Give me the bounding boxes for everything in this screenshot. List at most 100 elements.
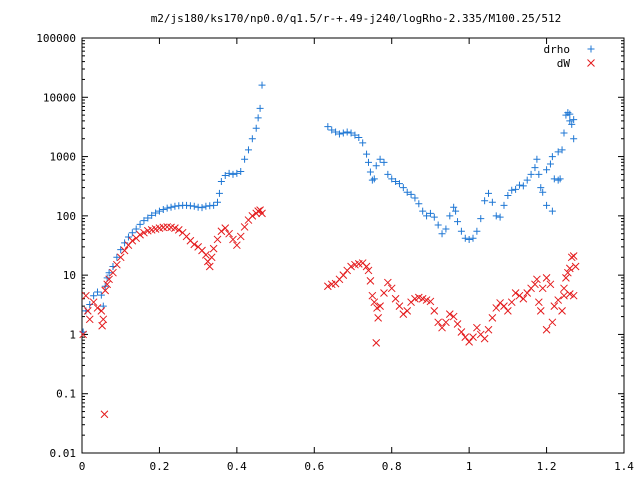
- dw-point: [98, 321, 106, 330]
- drho-point: [186, 202, 194, 210]
- drho-point: [351, 131, 359, 139]
- dw-point: [519, 294, 528, 303]
- dw-point: [562, 274, 570, 282]
- dw-point: [248, 212, 257, 220]
- plot-area: [81, 37, 625, 454]
- dw-point: [376, 302, 384, 310]
- dw-point: [105, 275, 113, 284]
- drho-point: [343, 128, 351, 136]
- drho-point: [496, 213, 504, 221]
- drho-point: [442, 225, 450, 233]
- dw-point: [339, 271, 348, 279]
- drho-point: [372, 162, 380, 170]
- dw-point: [85, 315, 94, 324]
- drho-point: [215, 189, 223, 197]
- drho-point: [128, 229, 136, 237]
- drho-point: [105, 269, 113, 277]
- drho-point: [198, 204, 206, 212]
- drho-point: [380, 158, 388, 166]
- drho-point: [543, 201, 551, 209]
- y-tick-label: 10: [63, 269, 76, 282]
- dw-point: [564, 268, 572, 277]
- dw-point: [554, 296, 563, 304]
- dw-point: [366, 277, 375, 285]
- y-tick-label: 100: [56, 210, 76, 223]
- dw-point: [254, 207, 263, 216]
- y-tick-label: 1000: [50, 151, 77, 164]
- dw-point: [364, 266, 373, 275]
- drho-point: [258, 81, 266, 89]
- drho-point: [488, 198, 496, 206]
- drho-point: [434, 221, 442, 229]
- drho-point: [328, 126, 336, 134]
- dw-point: [323, 282, 332, 291]
- drho-point: [508, 186, 516, 194]
- dw-point: [347, 262, 355, 271]
- dw-point: [534, 298, 543, 307]
- dw-point: [97, 306, 106, 315]
- drho-point: [450, 203, 458, 211]
- x-tick-label: 0.2: [149, 460, 169, 473]
- drho-point: [363, 150, 371, 158]
- dw-point: [461, 333, 470, 341]
- drho-point: [570, 116, 578, 124]
- drho-point: [324, 123, 332, 131]
- dw-point: [533, 275, 541, 284]
- drho-point: [225, 169, 233, 177]
- dw-point: [120, 246, 129, 255]
- drho-point: [515, 181, 523, 189]
- dw-point: [374, 314, 383, 322]
- drho-point: [452, 207, 460, 215]
- y-tick-label: 0.1: [56, 388, 76, 401]
- dw-point: [403, 306, 412, 315]
- drho-point: [140, 217, 148, 225]
- series-drho: [79, 81, 578, 336]
- drho-point: [556, 175, 564, 183]
- dw-point: [383, 278, 392, 287]
- drho-point: [113, 253, 121, 261]
- dw-point: [233, 241, 241, 250]
- drho-point: [121, 239, 129, 247]
- dw-point: [229, 235, 237, 244]
- drho-point: [415, 200, 423, 208]
- dw-point: [538, 284, 547, 293]
- drho-point: [364, 158, 372, 166]
- drho-point: [241, 155, 249, 163]
- dw-point: [209, 244, 218, 253]
- drho-point: [347, 129, 355, 137]
- drho-point: [535, 170, 543, 178]
- drho-point: [548, 153, 556, 161]
- dw-point: [550, 302, 559, 310]
- drho-point: [411, 194, 419, 202]
- drho-point: [167, 203, 175, 211]
- dw-point: [140, 228, 148, 237]
- drho-point: [202, 202, 210, 210]
- drho-point: [144, 214, 152, 222]
- drho-point: [190, 202, 198, 210]
- drho-point: [366, 168, 374, 176]
- dw-point: [507, 298, 516, 307]
- drho-point: [527, 170, 535, 178]
- dw-point: [136, 230, 144, 239]
- drho-point: [332, 128, 340, 136]
- drho-point: [481, 197, 489, 205]
- drho-point: [163, 204, 171, 212]
- drho-point: [148, 211, 156, 219]
- drho-point: [523, 176, 531, 184]
- drho-point: [566, 110, 574, 118]
- dw-point: [380, 289, 388, 297]
- drho-point: [546, 160, 554, 168]
- y-tick-label: 10000: [43, 91, 76, 104]
- drho-point: [136, 220, 144, 228]
- dw-point: [213, 235, 222, 244]
- y-tick-label: 0.01: [50, 447, 77, 460]
- drho-point: [454, 218, 462, 226]
- drho-point: [214, 198, 221, 206]
- dw-point: [492, 304, 501, 312]
- dw-point: [387, 284, 396, 293]
- dw-point: [511, 289, 520, 297]
- drho-point: [554, 148, 562, 156]
- drho-point: [419, 207, 427, 215]
- legend-label: drho: [544, 43, 571, 56]
- dw-point: [79, 330, 88, 339]
